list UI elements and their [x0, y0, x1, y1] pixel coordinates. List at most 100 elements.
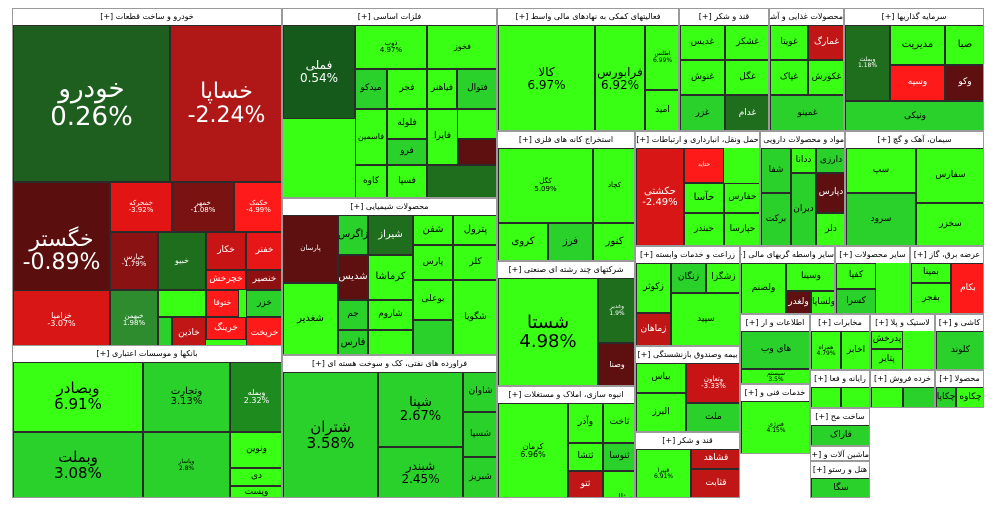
stock-tile[interactable]: ولصنم [741, 263, 786, 313]
stock-tile[interactable]: شیراز [368, 215, 413, 255]
stock-tile[interactable]: پدرخش [871, 331, 903, 349]
stock-tile[interactable]: غدیس [680, 25, 725, 60]
sector-title[interactable]: مواد و محصولات دارویی [+] [761, 132, 844, 149]
stock-tile[interactable]: ونوین [230, 432, 281, 468]
stock-tile[interactable]: سپید [671, 293, 739, 345]
sector-title[interactable]: قند و شکر [+] [680, 9, 768, 26]
stock-tile[interactable]: فاسمین [355, 109, 387, 165]
stock-tile[interactable]: بمپنا [911, 263, 951, 283]
stock-tile[interactable]: فسپا [387, 165, 427, 197]
stock-tile[interactable]: ددانا [791, 148, 816, 173]
sector-s9[interactable]: فراورده های نفتی، کک و سوخت هسته ای [+] ش… [282, 355, 497, 498]
sector-s7[interactable]: محصولات شیمیایی [+] پارسان زاگرس شیراز شغدیر… [282, 198, 497, 355]
sector-s13[interactable]: قند و شکر [+] قپیرا 6.91% قشاهد قثابت [635, 432, 740, 498]
stock-tile[interactable]: شسپا [463, 412, 496, 457]
stock-tile[interactable]: دپارس [816, 173, 844, 213]
stock-tile[interactable]: وکو [945, 65, 983, 101]
sector-title[interactable]: حمل ونقل، انبارداری و ارتباطات [+] [636, 132, 759, 149]
stock-tile[interactable]: فرز [548, 223, 593, 260]
stock-tile[interactable]: کروی [498, 223, 548, 260]
sector-s10[interactable]: حمل ونقل، انبارداری و ارتباطات [+] حکشتی -… [635, 131, 760, 246]
stock-tile[interactable]: خپارس -1.79% [110, 232, 158, 290]
stock-tile[interactable]: وآذر [568, 403, 603, 443]
stock-tile[interactable]: کلر [453, 245, 496, 280]
sector-s30[interactable]: ساخت مح [+] فاراک [810, 408, 870, 446]
stock-tile[interactable]: البرز [636, 393, 686, 431]
sector-s25[interactable]: کاشی و [+] کلوند [935, 314, 984, 370]
stock-tile[interactable]: کسرا [836, 289, 876, 313]
stock-tile[interactable]: فخوز [427, 25, 496, 69]
sector-s5[interactable]: شرکتهای چند رشته ای صنعتی [+] شستا 4.98% وغ… [497, 261, 635, 386]
stock-tile[interactable]: سخزر [916, 203, 983, 245]
stock-tile[interactable]: دلر [816, 213, 844, 245]
sector-s28[interactable]: خرده فروش [+] [870, 370, 935, 408]
stock-tile[interactable]: غمینو [770, 95, 843, 130]
stock-tile[interactable]: پترول [453, 215, 496, 245]
stock-tile[interactable]: برکت [761, 193, 791, 245]
sector-title[interactable]: لاستیک و پلا [+] [871, 315, 934, 332]
stock-tile[interactable]: خکمک -4.99% [234, 182, 281, 232]
stock-tile[interactable]: غشکر [725, 25, 768, 60]
stock-tile[interactable]: وسینا [786, 263, 834, 291]
sector-s17[interactable]: مواد و محصولات دارویی [+] شفا ددانا دارزی بر… [760, 131, 845, 246]
stock-tile[interactable]: فیاهنر [427, 69, 457, 109]
stock-tile[interactable]: کلوند [936, 331, 983, 369]
sector-title[interactable]: فعالیتهای کمکی به نهادهای مالی واسط [+] [498, 9, 678, 26]
stock-tile[interactable]: وبملت 3.08% [13, 432, 143, 497]
stock-tile[interactable]: دی [230, 468, 281, 486]
sector-title[interactable]: قند و شکر [+] [636, 433, 739, 450]
stock-tile[interactable]: غدام [725, 95, 768, 130]
sector-title[interactable]: فلزات اساسی [+] [283, 9, 496, 26]
sector-s14[interactable]: قند و شکر [+]غدیسغشکرغنوشغزرغاذرغگلغدام [679, 8, 769, 131]
sector-title[interactable]: زراعت و خدمات وابسته [+] [636, 247, 739, 264]
stock-tile[interactable]: پارس [413, 245, 453, 280]
stock-tile[interactable]: فایرا [427, 109, 458, 165]
stock-tile[interactable]: خمحرکه -3.92% [110, 182, 172, 232]
sector-title[interactable]: انبوه سازی، املاک و مستغلات [+] [498, 387, 634, 404]
sector-title[interactable]: رایانه و فعا [+] [811, 371, 869, 388]
stock-tile[interactable]: وتعاون -3.33% [686, 363, 739, 403]
sector-title[interactable]: محصولات غذایی و آشامیدنی به جز قند و شکر… [770, 9, 843, 26]
stock-tile[interactable]: کچاد [593, 148, 634, 223]
stock-tile[interactable]: غزر [680, 95, 725, 130]
sector-title[interactable]: محصولا [+] [936, 371, 983, 388]
sector-s6[interactable]: انبوه سازی، املاک و مستغلات [+] کرمان 6.96… [497, 386, 635, 498]
stock-tile[interactable]: پتایر [871, 349, 903, 369]
stock-tile[interactable]: حکشتی -2.49% [636, 148, 684, 245]
stock-tile[interactable]: حبندر [684, 213, 724, 245]
stock-tile[interactable]: ملت [686, 403, 739, 431]
sector-title[interactable]: بیمه وصندوق بازنشستگی [+] [636, 347, 739, 364]
stock-tile[interactable]: شغدیر [283, 283, 338, 354]
sector-title[interactable]: خودرو و ساخت قطعات [+] [13, 9, 281, 26]
stock-tile[interactable]: ثنوسا [603, 443, 634, 471]
stock-tile[interactable]: وغدیر 1.9% [598, 278, 634, 343]
sector-title[interactable]: سیمان، آهک و گچ [+] [846, 132, 983, 149]
stock-tile[interactable]: بیاس [636, 363, 686, 393]
stock-tile[interactable]: ونیکی [845, 101, 983, 130]
stock-tile[interactable]: خاذین [172, 317, 206, 350]
stock-tile[interactable]: شبندر 2.45% [378, 447, 463, 497]
stock-tile[interactable]: زکوثر [636, 263, 671, 313]
stock-tile[interactable]: خریخت [246, 317, 281, 350]
sector-s16[interactable]: سرمایه گذاریها [+] وبملت 1.18% مدیریت صبا وکو… [844, 8, 984, 131]
stock-tile[interactable]: اطلس 6.99% [645, 25, 678, 90]
stock-tile[interactable]: حتاید [684, 148, 724, 183]
stock-tile[interactable]: سپ [846, 148, 916, 193]
stock-tile[interactable]: ثتشا [568, 443, 603, 471]
stock-tile[interactable]: قشاهد [691, 449, 739, 469]
sector-title[interactable]: شرکتهای چند رشته ای صنعتی [+] [498, 262, 634, 279]
stock-tile[interactable]: بکام [951, 263, 983, 313]
stock-tile[interactable]: فرابورس 6.92% [595, 25, 645, 130]
sector-title[interactable]: استخراج کانه های فلزی [+] [498, 132, 634, 149]
stock-tile[interactable]: خرینگ [206, 317, 246, 340]
sector-s19[interactable]: سایر واسطه گریهای مالی [+] ولصنم وسینا ولغد… [740, 246, 835, 314]
stock-tile[interactable]: فتوال [457, 69, 496, 109]
sector-s23[interactable]: مخابرات [+] همراه 4.79% اخابر [810, 314, 870, 370]
stock-tile[interactable]: شگویا [453, 280, 496, 354]
sector-title[interactable]: هتل و رستو [+] [811, 462, 869, 479]
sector-title[interactable]: سایر واسطه گریهای مالی [+] [741, 247, 834, 264]
stock-tile[interactable]: فارس [338, 330, 368, 354]
stock-tile[interactable]: وبمله 2.32% [230, 362, 281, 432]
sector-s18[interactable]: سیمان، آهک و گچ [+] سپ سرود سفارس سخزر [845, 131, 984, 246]
stock-tile[interactable]: زشگزا [706, 263, 739, 293]
